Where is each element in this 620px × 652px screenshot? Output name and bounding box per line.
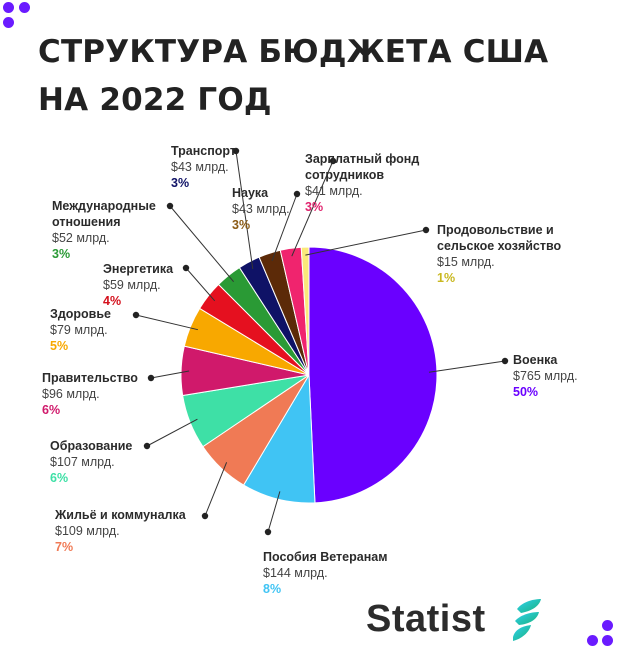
slice-label-value: $15 млрд. bbox=[437, 255, 495, 269]
slice-label-value: $52 млрд. bbox=[52, 231, 110, 245]
chart-title-line-2: НА 2022 ГОД bbox=[38, 82, 272, 118]
slice-label-value: $107 млрд. bbox=[50, 455, 115, 469]
slice-label-percent: 3% bbox=[305, 200, 324, 214]
slice-label-value: $144 млрд. bbox=[263, 566, 328, 580]
slice-label-name: Зарплатный фонд сотрудников bbox=[305, 152, 420, 182]
decor-dot bbox=[3, 17, 14, 28]
leader-dot bbox=[422, 226, 430, 234]
slice-label: Наука $43 млрд. 3% bbox=[232, 185, 290, 233]
leader-line bbox=[267, 491, 281, 533]
decor-dot bbox=[602, 635, 613, 646]
leader-dot bbox=[201, 512, 209, 520]
leader-dot bbox=[143, 442, 151, 450]
slice-label-value: $41 млрд. bbox=[305, 184, 363, 198]
leader-lines bbox=[132, 147, 509, 536]
leader-dot bbox=[293, 190, 301, 198]
slice-label: Международные отношения $52 млрд. 3% bbox=[52, 198, 190, 262]
slice-label-percent: 3% bbox=[171, 176, 190, 190]
leader-line bbox=[169, 205, 234, 283]
leader-dot bbox=[132, 311, 140, 319]
slice-label: Здоровье $79 млрд. 5% bbox=[50, 306, 111, 354]
slice-label-percent: 3% bbox=[232, 218, 251, 232]
slice-label-name: Здоровье bbox=[50, 307, 111, 321]
leader-line bbox=[305, 229, 427, 256]
slice-label: Продовольствие и сельское хозяйство $15 м… bbox=[437, 222, 565, 286]
slice-label-percent: 3% bbox=[52, 247, 71, 261]
pie-slices bbox=[180, 246, 438, 504]
leader-line bbox=[135, 314, 199, 331]
statista-logo-icon bbox=[513, 599, 541, 641]
slice-label-value: $765 млрд. bbox=[513, 369, 578, 383]
leader-dot bbox=[264, 528, 272, 536]
leader-dot bbox=[182, 264, 190, 272]
slice-label-percent: 5% bbox=[50, 339, 69, 353]
leader-dot bbox=[147, 374, 155, 382]
leader-line bbox=[204, 462, 228, 517]
slice-label-value: $43 млрд. bbox=[171, 160, 229, 174]
pie-slice-12 bbox=[300, 246, 310, 376]
slice-label: Зарплатный фонд сотрудников $41 млрд. 3% bbox=[305, 151, 437, 215]
slice-label: Военка $765 млрд. 50% bbox=[513, 352, 578, 400]
decor-dot bbox=[3, 2, 14, 13]
slice-label-percent: 6% bbox=[50, 471, 69, 485]
slice-label-name: Наука bbox=[232, 186, 269, 200]
leader-dot bbox=[232, 147, 240, 155]
slice-label-name: Правительство bbox=[42, 371, 138, 385]
decor-dot bbox=[19, 2, 30, 13]
slice-label-percent: 6% bbox=[42, 403, 61, 417]
slice-label-percent: 7% bbox=[55, 540, 74, 554]
leader-line bbox=[185, 267, 216, 302]
chart-title-line-1: СТРУКТУРА БЮДЖЕТА США bbox=[38, 34, 549, 70]
slice-label-percent: 1% bbox=[437, 271, 456, 285]
logo-text: Statist bbox=[366, 598, 486, 640]
leader-line bbox=[271, 193, 298, 262]
slice-label: Жильё и коммуналка $109 млрд. 7% bbox=[55, 507, 186, 555]
slice-label-name: Жильё и коммуналка bbox=[55, 508, 186, 522]
slice-label-name: Энергетика bbox=[103, 262, 174, 276]
leader-line bbox=[428, 360, 506, 373]
slice-label-name: Международные отношения bbox=[52, 199, 156, 229]
slice-label-value: $109 млрд. bbox=[55, 524, 120, 538]
decor-dot bbox=[587, 635, 598, 646]
leader-dot bbox=[329, 157, 337, 165]
slice-label-percent: 8% bbox=[263, 582, 282, 596]
chart-title: СТРУКТУРА БЮДЖЕТА США НА 2022 ГОД bbox=[38, 28, 548, 124]
slice-label-name: Пособия Ветеранам bbox=[263, 550, 388, 564]
slice-label-value: $43 млрд. bbox=[232, 202, 290, 216]
slice-label-name: Продовольствие и сельское хозяйство bbox=[437, 223, 562, 253]
slice-label: Транспорт $43 млрд. 3% bbox=[171, 143, 236, 191]
slice-label-name: Образование bbox=[50, 439, 133, 453]
slice-label: Правительство $96 млрд. 6% bbox=[42, 370, 138, 418]
pie-slice-1 bbox=[308, 246, 438, 504]
leader-dot bbox=[501, 357, 509, 365]
slice-label-percent: 4% bbox=[103, 294, 122, 308]
decor-dot bbox=[602, 620, 613, 631]
leader-line bbox=[146, 418, 198, 447]
slice-label-name: Военка bbox=[513, 353, 558, 367]
leader-dot bbox=[166, 202, 174, 210]
slice-label: Энергетика $59 млрд. 4% bbox=[103, 261, 173, 309]
slice-label-percent: 50% bbox=[513, 385, 539, 399]
slice-label: Образование $107 млрд. 6% bbox=[50, 438, 132, 486]
slice-label-value: $96 млрд. bbox=[42, 387, 100, 401]
slice-label-value: $79 млрд. bbox=[50, 323, 108, 337]
leader-line bbox=[291, 160, 334, 257]
leader-line bbox=[150, 370, 190, 379]
slice-label-value: $59 млрд. bbox=[103, 278, 161, 292]
leader-line bbox=[235, 150, 254, 270]
slice-label: Пособия Ветеранам $144 млрд. 8% bbox=[263, 549, 387, 597]
slice-label-name: Транспорт bbox=[171, 144, 237, 158]
